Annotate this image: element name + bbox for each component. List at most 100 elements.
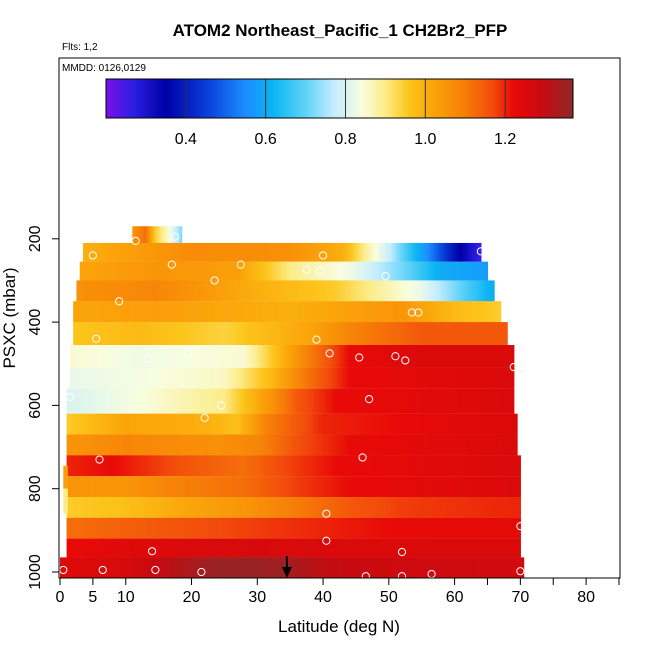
- heatmap-cell: [505, 367, 508, 389]
- heatmap-cell: [278, 261, 281, 281]
- heatmap-cell: [140, 261, 143, 281]
- heatmap-cell: [164, 413, 167, 435]
- heatmap-cell: [410, 434, 413, 456]
- heatmap-cell: [391, 322, 393, 346]
- heatmap-cell: [249, 242, 252, 262]
- heatmap-cell: [195, 345, 198, 368]
- heatmap-cell: [121, 476, 124, 498]
- heatmap-cell: [251, 413, 254, 435]
- heatmap-cell: [449, 434, 452, 456]
- heatmap-cell: [91, 476, 94, 498]
- heatmap-cell: [96, 367, 99, 389]
- heatmap-cell: [82, 388, 85, 414]
- heatmap-cell: [139, 322, 141, 346]
- heatmap-cell: [80, 301, 82, 323]
- heatmap-cell: [378, 413, 381, 435]
- heatmap-cell: [121, 242, 123, 262]
- heatmap-cell: [364, 322, 366, 346]
- heatmap-cell: [401, 388, 404, 414]
- heatmap-cell: [96, 280, 99, 302]
- heatmap-cell: [413, 388, 416, 414]
- heatmap-cell: [391, 434, 394, 456]
- heatmap-cell: [484, 261, 487, 281]
- heatmap-cell: [260, 455, 263, 477]
- heatmap-cell: [216, 301, 218, 323]
- heatmap-cell: [342, 242, 345, 262]
- heatmap-cell: [351, 322, 353, 346]
- heatmap-cell: [453, 242, 456, 262]
- heatmap-cell: [183, 367, 186, 389]
- heatmap-cell: [237, 261, 240, 281]
- heatmap-cell: [83, 455, 86, 477]
- heatmap-cell: [487, 388, 490, 414]
- heatmap-cell: [272, 413, 275, 435]
- heatmap-cell: [256, 345, 259, 368]
- heatmap-cell: [271, 242, 274, 262]
- heatmap-cell: [380, 455, 383, 477]
- heatmap-cell: [309, 388, 312, 414]
- heatmap-cell: [68, 455, 71, 477]
- heatmap-cell: [432, 388, 435, 414]
- heatmap-cell: [381, 280, 383, 302]
- heatmap-cell: [486, 322, 488, 346]
- heatmap-cell: [314, 455, 317, 477]
- heatmap-cell: [297, 367, 300, 389]
- heatmap-cell: [250, 322, 252, 346]
- heatmap-cell: [306, 280, 308, 302]
- heatmap-cell: [215, 280, 217, 302]
- heatmap-cell: [393, 413, 396, 435]
- heatmap-cell: [127, 261, 130, 281]
- heatmap-cell: [293, 280, 295, 302]
- heatmap-cell: [496, 434, 498, 456]
- heatmap-cell: [492, 345, 495, 368]
- heatmap-cell: [250, 388, 253, 414]
- heatmap-cell: [181, 280, 183, 302]
- heatmap-cell: [117, 242, 119, 262]
- heatmap-cell: [86, 476, 89, 498]
- heatmap-cell: [305, 322, 307, 346]
- heatmap-cell: [486, 413, 488, 435]
- heatmap-cell: [201, 261, 204, 281]
- heatmap-cell: [349, 261, 352, 281]
- heatmap-cell: [130, 367, 133, 389]
- heatmap-cell: [388, 301, 391, 323]
- heatmap-cell: [441, 455, 443, 477]
- heatmap-cell: [339, 322, 341, 346]
- heatmap-cell: [337, 455, 340, 477]
- heatmap-cell: [325, 413, 328, 435]
- heatmap-cell: [366, 301, 369, 323]
- heatmap-cell: [498, 367, 501, 389]
- heatmap-cell: [221, 413, 224, 435]
- heatmap-cell: [298, 322, 300, 346]
- heatmap-cell: [377, 280, 379, 302]
- heatmap-cell: [504, 455, 506, 477]
- heatmap-cell: [95, 367, 98, 389]
- heatmap-cell: [199, 413, 202, 435]
- heatmap-cell: [252, 388, 255, 414]
- heatmap-cell: [471, 367, 474, 389]
- heatmap-cell: [181, 345, 184, 368]
- heatmap-cell: [271, 413, 274, 435]
- heatmap-cell: [358, 455, 361, 477]
- heatmap-cell: [344, 242, 347, 262]
- heatmap-cell: [191, 280, 193, 302]
- heatmap-cell: [163, 345, 166, 368]
- heatmap-cell: [217, 322, 219, 346]
- heatmap-cell: [148, 476, 151, 498]
- heatmap-cell: [142, 261, 145, 281]
- heatmap-cell: [450, 322, 452, 346]
- heatmap-cell: [422, 434, 425, 456]
- heatmap-cell: [201, 367, 204, 389]
- heatmap-cell: [376, 388, 379, 414]
- heatmap-cell: [459, 242, 462, 262]
- heatmap-cell: [208, 367, 211, 389]
- heatmap-cell: [208, 434, 211, 456]
- heatmap-cell: [336, 322, 338, 346]
- heatmap-cell: [89, 434, 92, 456]
- heatmap-cell: [320, 322, 322, 346]
- heatmap-cell: [357, 322, 359, 346]
- heatmap-cell: [173, 455, 176, 477]
- heatmap-cell: [379, 345, 382, 368]
- heatmap-cell: [191, 301, 193, 323]
- heatmap-cell: [307, 322, 309, 346]
